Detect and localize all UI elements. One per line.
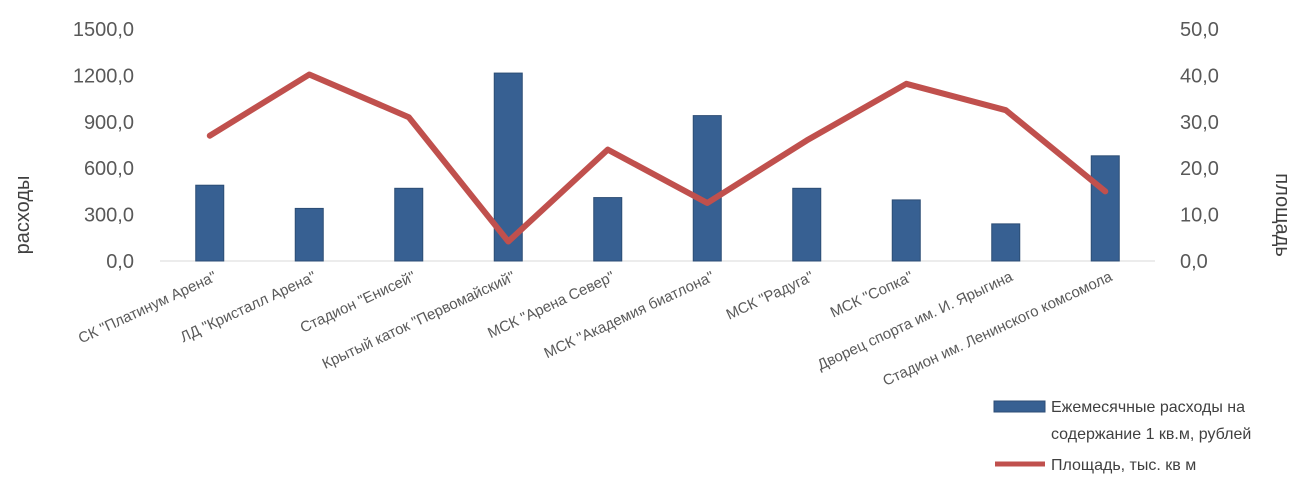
right-tick-label: 50,0	[1180, 19, 1219, 41]
legend: Ежемесячные расходы на содержание 1 кв.м…	[993, 399, 1251, 474]
bar	[593, 197, 623, 262]
bar	[294, 207, 324, 262]
right-axis-title: площадь	[1271, 173, 1293, 257]
bar	[991, 223, 1021, 262]
left-tick-label: 0,0	[106, 251, 134, 273]
legend-bar-label-line1: Ежемесячные расходы на	[1051, 399, 1245, 416]
bar-series	[195, 72, 1120, 262]
legend-bar-label-line2: содержание 1 кв.м, рублей	[1051, 426, 1251, 443]
right-tick-label: 0,0	[1180, 251, 1208, 273]
bar	[891, 199, 921, 262]
left-tick-label: 600,0	[84, 158, 134, 180]
category-label: МСК "Радуга"	[724, 268, 817, 323]
category-labels: СК "Платинум Арена"ЛД "Кристалл Арена"Ст…	[76, 268, 1116, 390]
bar	[792, 187, 822, 262]
left-tick-label: 300,0	[84, 205, 134, 227]
bar	[195, 184, 225, 262]
right-tick-label: 10,0	[1180, 205, 1219, 227]
right-tick-label: 30,0	[1180, 112, 1219, 134]
left-axis-ticks: 0,0 300,0 600,0 900,0 1200,0 1500,0	[73, 19, 134, 273]
bar	[692, 115, 722, 262]
left-tick-label: 900,0	[84, 112, 134, 134]
left-tick-label: 1200,0	[73, 65, 134, 87]
category-label: Крытый каток "Первомайский"	[320, 268, 518, 373]
category-label: МСК "Сопка"	[828, 268, 916, 321]
left-tick-label: 1500,0	[73, 19, 134, 41]
right-axis-ticks: 0,0 10,0 20,0 30,0 40,0 50,0	[1180, 19, 1219, 273]
bar	[1090, 155, 1120, 262]
legend-line-label: Площадь, тыс. кв м	[1051, 457, 1196, 474]
left-axis-title: расходы	[12, 176, 34, 255]
category-label: МСК "Академия биатлона"	[542, 268, 717, 362]
line-series	[206, 71, 1109, 245]
right-tick-label: 40,0	[1180, 65, 1219, 87]
right-tick-label: 20,0	[1180, 158, 1219, 180]
legend-bar-swatch	[993, 400, 1046, 413]
bar	[394, 187, 424, 262]
